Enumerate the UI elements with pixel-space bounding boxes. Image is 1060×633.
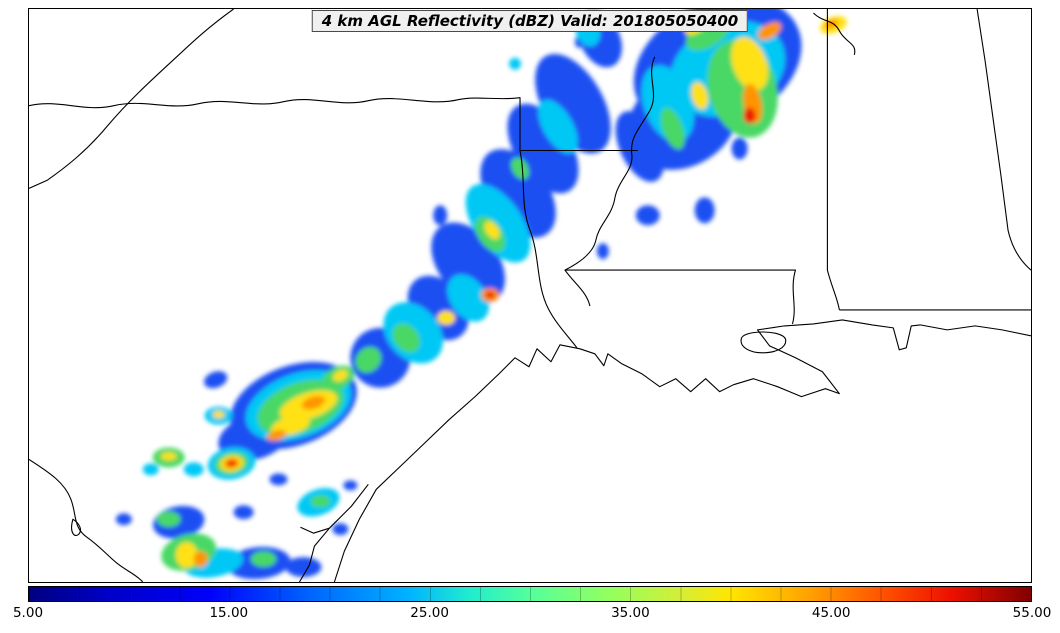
radar-echo-blue	[269, 473, 288, 486]
map-boundary-line	[298, 484, 369, 582]
radar-echo-red	[485, 291, 495, 299]
radar-echo-green	[250, 551, 277, 568]
radar-echo-yellow	[437, 310, 456, 325]
radar-echo-yellow	[484, 221, 500, 240]
colorbar-tick-label: 5.00	[12, 605, 44, 621]
radar-echo-blue	[433, 205, 448, 226]
map-boundary-line	[29, 97, 638, 152]
radar-echo-orange	[301, 395, 325, 410]
map-boundary-line	[740, 331, 787, 354]
radar-echo-blue	[694, 197, 715, 224]
plot-title: 4 km AGL Reflectivity (dBZ) Valid: 20180…	[321, 12, 739, 30]
radar-echo-blue	[635, 205, 660, 226]
map-boundary-line	[826, 9, 840, 311]
radar-echo-yellow	[175, 542, 198, 569]
map-boundary-line	[333, 319, 1031, 582]
map-boundary-line	[300, 526, 330, 534]
map-boundary-line	[813, 12, 856, 55]
colorbar-tick-label: 55.00	[1012, 605, 1052, 621]
radar-echo-cyan	[509, 57, 522, 70]
radar-echo-cyan	[142, 463, 159, 476]
map-boundary-line	[564, 269, 797, 325]
radar-echo-blue	[731, 137, 748, 160]
radar-echo-yellow	[160, 452, 177, 461]
colorbar-tick-label: 15.00	[209, 605, 249, 621]
plot-area: 4 km AGL Reflectivity (dBZ) Valid: 20180…	[28, 8, 1032, 583]
radar-echo-orange	[193, 551, 208, 568]
radar-echo-blue	[204, 371, 228, 389]
title-box: 4 km AGL Reflectivity (dBZ) Valid: 20180…	[311, 10, 749, 32]
radar-echo-yellow	[730, 36, 769, 91]
radar-echo-blue	[596, 243, 609, 260]
map-boundary-line	[29, 9, 234, 189]
colorbar-tick-label: 25.00	[410, 605, 449, 621]
radar-echo-cyan	[447, 274, 490, 322]
radar-echo-green	[310, 495, 331, 508]
radar-echo-green	[660, 107, 685, 150]
map-boundary-line	[519, 150, 578, 349]
radar-echo-blue	[285, 557, 322, 578]
radar-echo-blue	[332, 523, 349, 536]
radar-echo-yellow	[691, 82, 709, 110]
radar-echo-green	[392, 323, 421, 353]
colorbar	[28, 586, 1032, 602]
radar-echo-cyan	[465, 184, 531, 263]
map-boundary-line	[976, 9, 1031, 271]
colorbar-tick-row: 5.00 15.00 25.00 35.00 45.00 55.00	[13, 605, 1051, 623]
radar-echo-yellow	[212, 410, 225, 419]
state-boundaries-layer	[29, 9, 1031, 582]
radar-echo-red	[227, 459, 237, 467]
radar-echo-cyan	[538, 99, 578, 154]
radar-echo-cyan	[183, 462, 204, 477]
radar-echo-layer	[115, 9, 847, 580]
radar-echo-orange	[266, 430, 287, 441]
radar-echo-blue	[343, 480, 358, 491]
radar-echo-blue	[233, 505, 254, 520]
radar-echo-orange	[757, 22, 782, 40]
map-svg	[29, 9, 1031, 582]
map-boundary-line	[29, 458, 144, 582]
map-boundary-line	[71, 518, 82, 537]
colorbar-tick-label: 45.00	[811, 605, 851, 621]
radar-echo-blue	[542, 55, 553, 66]
radar-echo-green	[156, 511, 181, 528]
colorbar-gradient	[29, 587, 1031, 601]
radar-echo-yellow	[332, 370, 348, 382]
radar-echo-blue	[615, 111, 664, 182]
radar-echo-red	[743, 107, 756, 124]
radar-echo-green	[510, 157, 530, 180]
colorbar-tick-label: 35.00	[611, 605, 650, 621]
radar-echo-green	[355, 346, 382, 373]
radar-echo-blue	[115, 513, 132, 526]
